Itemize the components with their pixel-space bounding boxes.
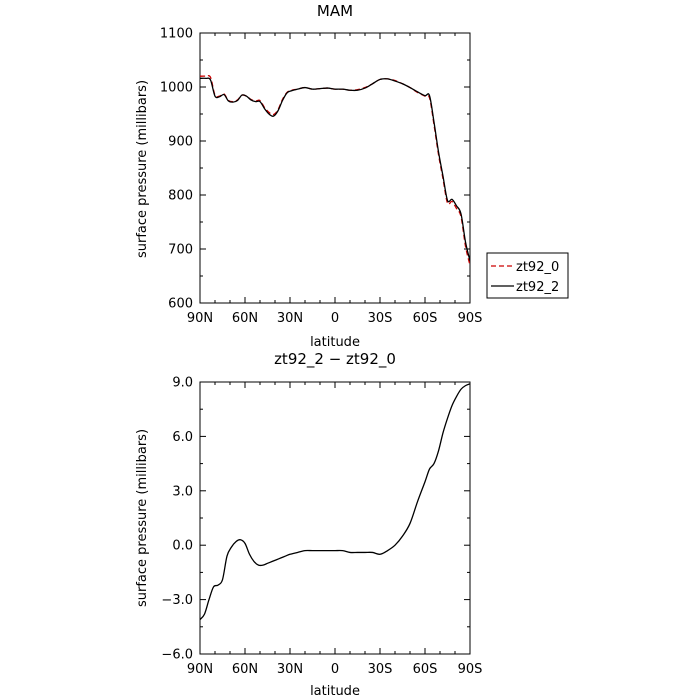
top-chart-xtick-label: 90N	[187, 311, 213, 326]
top-chart-ytick-label: 700	[168, 243, 193, 258]
bottom-chart-series-line-series-0	[200, 383, 470, 620]
bottom-chart-ytick-label: −6.0	[161, 648, 193, 663]
top-chart-ytick-label: 800	[168, 189, 193, 204]
top-chart-plot-frame	[199, 32, 471, 304]
legend-box	[486, 252, 569, 299]
top-chart-xtick-label: 60S	[413, 311, 438, 326]
bottom-chart-ytick-label: 3.0	[172, 484, 193, 499]
bottom-chart-xtick-label: 90N	[187, 662, 213, 677]
top-chart: MAM surface pressure (millibars) latitud…	[135, 2, 569, 350]
bottom-chart-xtick-label: 0	[331, 662, 339, 677]
bottom-chart: zt92_2 − zt92_0 surface pressure (millib…	[135, 350, 482, 699]
bottom-chart-ytick-label: 0.0	[172, 539, 193, 554]
top-chart-xlabel: latitude	[310, 335, 360, 350]
top-chart-xtick-label: 0	[331, 311, 339, 326]
bottom-chart-title: zt92_2 − zt92_0	[274, 350, 396, 369]
legend-label: zt92_0	[516, 260, 559, 275]
bottom-chart-ytick-label: 9.0	[172, 376, 193, 391]
top-chart-ylabel: surface pressure (millibars)	[135, 80, 150, 258]
top-chart-ytick-label: 1000	[160, 81, 193, 96]
top-chart-xtick-label: 90S	[458, 311, 483, 326]
bottom-chart-ytick-label: −3.0	[161, 593, 193, 608]
bottom-chart-xtick-label: 30S	[368, 662, 393, 677]
bottom-chart-xtick-label: 60S	[413, 662, 438, 677]
legend-label: zt92_2	[516, 280, 559, 295]
top-chart-title: MAM	[317, 2, 353, 20]
top-chart-series-line-zt92-2	[200, 77, 470, 262]
top-chart-ytick-label: 900	[168, 135, 193, 150]
top-chart-xtick-label: 30S	[368, 311, 393, 326]
bottom-chart-xlabel: latitude	[310, 684, 360, 699]
top-chart-series-line-zt92-0	[200, 74, 470, 266]
bottom-chart-ytick-label: 6.0	[172, 430, 193, 445]
bottom-chart-plot-frame	[199, 381, 471, 655]
top-chart-ytick-label: 1100	[160, 27, 193, 42]
top-chart-xtick-label: 60N	[232, 311, 258, 326]
bottom-chart-ylabel: surface pressure (millibars)	[135, 429, 150, 607]
legend: zt92_0 zt92_2	[486, 252, 569, 299]
bottom-chart-xtick-label: 60N	[232, 662, 258, 677]
bottom-chart-xtick-label: 90S	[458, 662, 483, 677]
top-chart-ytick-label: 600	[168, 297, 193, 312]
top-chart-xtick-label: 30N	[277, 311, 303, 326]
bottom-chart-xtick-label: 30N	[277, 662, 303, 677]
